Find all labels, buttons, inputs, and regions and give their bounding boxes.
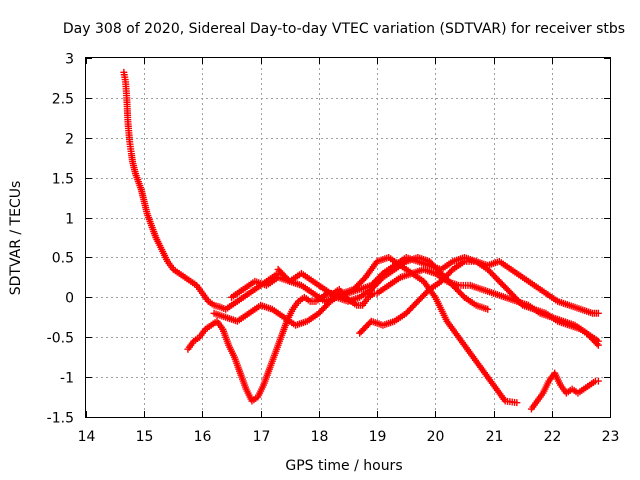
x-tick-label: 21 — [486, 429, 504, 445]
x-tick-label: 15 — [136, 429, 154, 445]
axis-ticks: 14 15 16 17 18 19 20 21 22 23 -1.5 -1 -0.5 0 0.5 1 1.5 2 2… — [47, 52, 620, 446]
y-tick-label: -0.5 — [47, 331, 74, 347]
x-tick-label: 22 — [544, 429, 562, 445]
x-axis-label: GPS time / hours — [285, 458, 402, 474]
y-tick-label: -1 — [60, 371, 74, 387]
data-point — [484, 305, 492, 313]
x-tick-label: 16 — [194, 429, 212, 445]
y-axis-label: SDTVAR / TECUs — [8, 181, 24, 296]
data-point — [593, 340, 601, 348]
y-tick-label: -1.5 — [47, 411, 74, 427]
x-tick-label: 18 — [311, 429, 329, 445]
data-point — [513, 399, 521, 407]
data-point — [594, 377, 602, 385]
plot-frame — [85, 57, 611, 418]
series-track-h — [274, 253, 492, 313]
y-tick-label: 2.5 — [52, 92, 74, 108]
grid — [86, 58, 610, 417]
y-tick-label: 2 — [65, 132, 74, 148]
series-track-g — [527, 369, 602, 413]
y-tick-label: 0.5 — [52, 251, 74, 267]
y-tick-label: 1.5 — [52, 172, 74, 188]
y-tick-label: 3 — [65, 52, 74, 68]
y-tick-label: 1 — [65, 212, 74, 228]
x-tick-label: 23 — [602, 429, 620, 445]
x-tick-label: 20 — [427, 429, 445, 445]
data-point — [594, 309, 602, 317]
x-tick-label: 14 — [78, 429, 96, 445]
x-tick-label: 19 — [369, 429, 387, 445]
x-tick-label: 17 — [253, 429, 271, 445]
y-tick-label: 0 — [65, 291, 74, 307]
series-track-f — [373, 265, 602, 349]
data-points — [120, 68, 602, 413]
chart-title: Day 308 of 2020, Sidereal Day-to-day VTE… — [63, 21, 625, 37]
data-point — [594, 341, 602, 349]
series-track-a — [120, 68, 282, 313]
